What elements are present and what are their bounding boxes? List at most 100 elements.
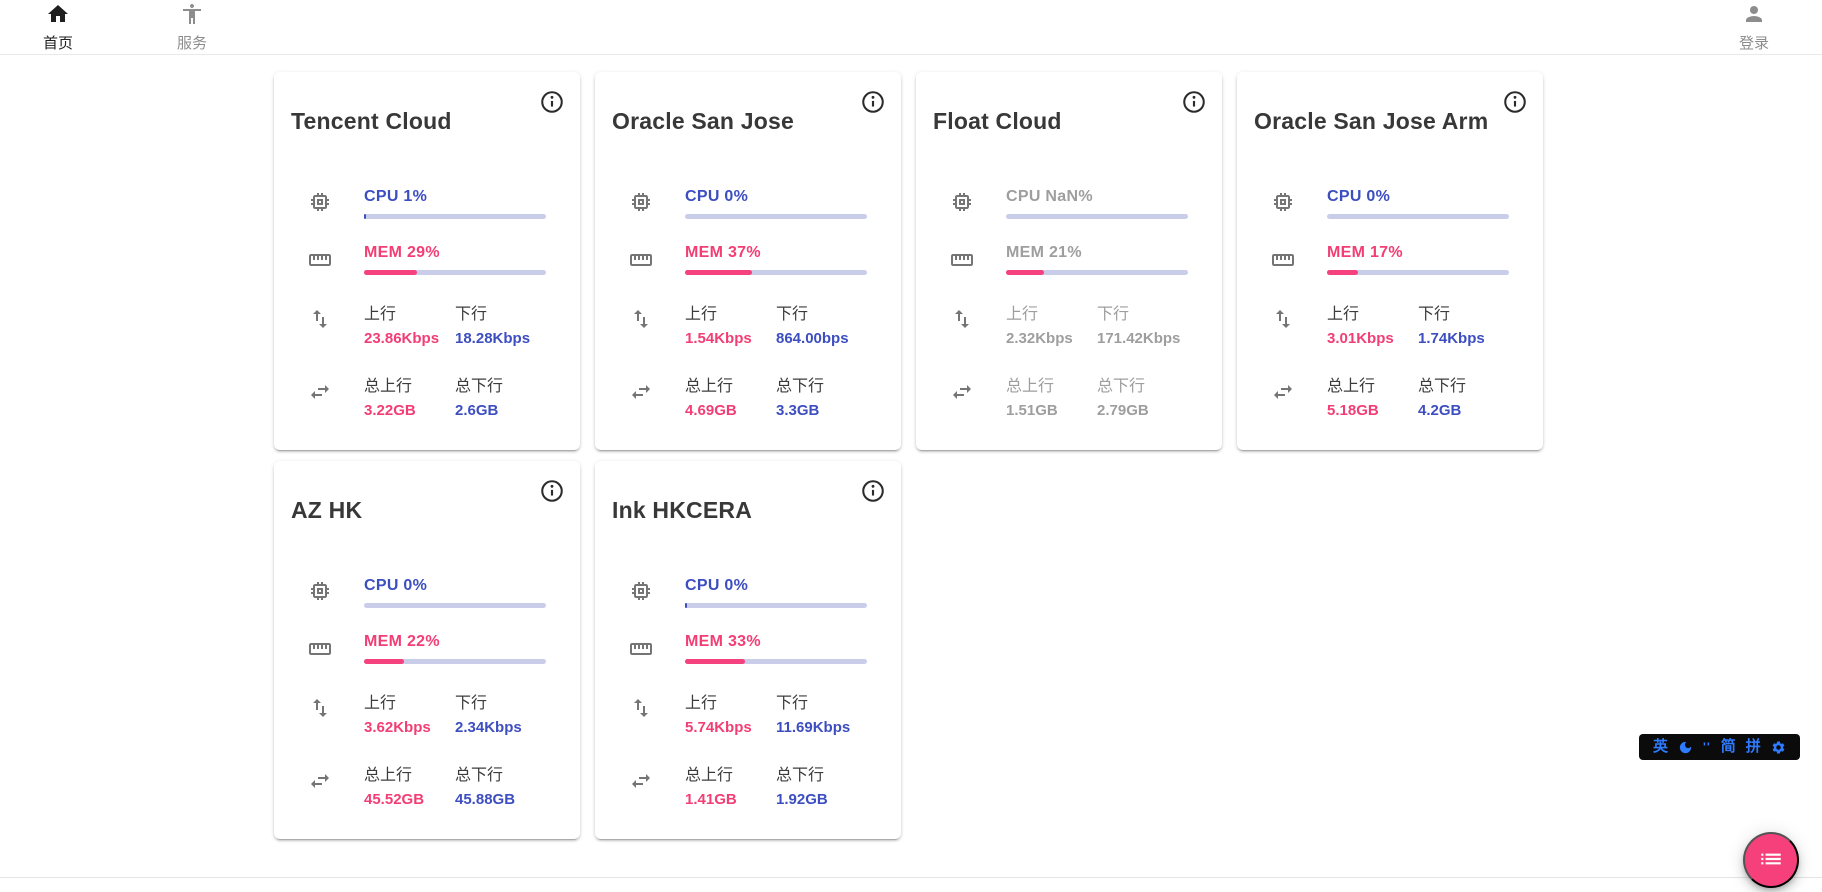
ime-punctuation-toggle[interactable]: '' bbox=[1703, 740, 1711, 754]
server-name: Tencent Cloud bbox=[291, 108, 452, 134]
download-label: 下行 bbox=[1418, 306, 1451, 323]
network-speed-row: 上行 3.62Kbps 下行 2.34Kbps bbox=[307, 689, 546, 736]
upload-speed-value: 1.54Kbps bbox=[685, 330, 752, 347]
server-card: Ink HKCERA CPU 0% MEM 33% bbox=[595, 461, 901, 839]
swap-horizontal-icon bbox=[1271, 380, 1295, 404]
server-list-fab[interactable] bbox=[1743, 832, 1799, 888]
cpu-progressbar bbox=[364, 603, 546, 608]
download-speed-value: 18.28Kbps bbox=[455, 330, 531, 347]
total-upload-block: 总上行 1.51GB bbox=[1006, 372, 1097, 419]
network-speed-row: 上行 5.74Kbps 下行 11.69Kbps bbox=[628, 689, 867, 736]
mem-progress-fill bbox=[685, 659, 746, 664]
total-download-label: 总下行 bbox=[776, 767, 825, 784]
network-speed-row: 上行 3.01Kbps 下行 1.74Kbps bbox=[1270, 300, 1509, 347]
info-icon[interactable] bbox=[539, 478, 565, 504]
swap-vertical-icon bbox=[308, 307, 332, 331]
mem-metric-row: MEM 21% bbox=[949, 244, 1188, 275]
cpu-progressbar bbox=[685, 214, 867, 219]
ime-toolbar: 英 '' 简 拼 bbox=[1639, 734, 1800, 760]
total-upload-value: 1.41GB bbox=[685, 791, 737, 808]
accessibility-icon bbox=[180, 2, 204, 31]
swap-horizontal-icon bbox=[629, 769, 653, 793]
total-traffic-row: 总上行 4.69GB 总下行 3.3GB bbox=[628, 372, 867, 419]
moon-icon[interactable] bbox=[1678, 740, 1693, 755]
cpu-progressbar bbox=[1327, 214, 1509, 219]
ruler-icon bbox=[629, 637, 653, 661]
nav-item-services[interactable]: 服务 bbox=[160, 0, 224, 55]
upload-speed-block: 上行 3.01Kbps bbox=[1327, 300, 1418, 347]
mem-usage-label: MEM 33% bbox=[685, 633, 761, 650]
chip-icon bbox=[950, 190, 974, 214]
network-speed-row: 上行 2.32Kbps 下行 171.42Kbps bbox=[949, 300, 1188, 347]
ruler-icon bbox=[950, 248, 974, 272]
mem-progressbar bbox=[685, 270, 867, 275]
ruler-icon bbox=[308, 248, 332, 272]
cpu-progressbar bbox=[1006, 214, 1188, 219]
swap-vertical-icon bbox=[950, 307, 974, 331]
cpu-usage-label: CPU 0% bbox=[364, 577, 428, 594]
total-download-block: 总下行 45.88GB bbox=[455, 761, 546, 808]
download-speed-block: 下行 1.74Kbps bbox=[1418, 300, 1509, 347]
download-speed-value: 171.42Kbps bbox=[1097, 330, 1181, 347]
server-card: Float Cloud CPU NaN% MEM 21% bbox=[916, 72, 1222, 450]
network-speed-row: 上行 1.54Kbps 下行 864.00bps bbox=[628, 300, 867, 347]
nav-item-home[interactable]: 首页 bbox=[26, 0, 90, 55]
mem-metric-row: MEM 33% bbox=[628, 633, 867, 664]
total-upload-label: 总上行 bbox=[1327, 378, 1376, 395]
ime-language-toggle[interactable]: 英 bbox=[1653, 738, 1669, 755]
cpu-metric-row: CPU 0% bbox=[628, 577, 867, 608]
server-name: Oracle San Jose Arm bbox=[1254, 108, 1489, 134]
chip-icon bbox=[308, 579, 332, 603]
total-traffic-row: 总上行 45.52GB 总下行 45.88GB bbox=[307, 761, 546, 808]
info-icon[interactable] bbox=[860, 478, 886, 504]
top-navigation: 首页 服务 登录 bbox=[0, 0, 1822, 55]
upload-speed-block: 上行 3.62Kbps bbox=[364, 689, 455, 736]
total-download-label: 总下行 bbox=[455, 767, 504, 784]
cpu-metric-row: CPU NaN% bbox=[949, 188, 1188, 219]
server-card: Tencent Cloud CPU 1% MEM 29% bbox=[274, 72, 580, 450]
mem-progressbar bbox=[364, 659, 546, 664]
total-upload-label: 总上行 bbox=[685, 767, 734, 784]
home-icon bbox=[46, 2, 70, 31]
total-download-block: 总下行 2.79GB bbox=[1097, 372, 1188, 419]
total-download-value: 2.79GB bbox=[1097, 402, 1149, 419]
upload-label: 上行 bbox=[685, 306, 718, 323]
mem-metric-row: MEM 29% bbox=[307, 244, 546, 275]
upload-label: 上行 bbox=[1327, 306, 1360, 323]
nav-services-label: 服务 bbox=[176, 34, 207, 52]
upload-label: 上行 bbox=[364, 695, 397, 712]
server-cards-grid: Tencent Cloud CPU 1% MEM 29% bbox=[274, 72, 1543, 839]
total-download-value: 1.92GB bbox=[776, 791, 828, 808]
info-icon[interactable] bbox=[539, 89, 565, 115]
download-speed-block: 下行 18.28Kbps bbox=[455, 300, 546, 347]
mem-progressbar bbox=[364, 270, 546, 275]
list-icon bbox=[1758, 846, 1784, 875]
nav-item-login[interactable]: 登录 bbox=[1722, 0, 1786, 55]
total-download-label: 总下行 bbox=[776, 378, 825, 395]
upload-speed-block: 上行 23.86Kbps bbox=[364, 300, 455, 347]
total-download-block: 总下行 4.2GB bbox=[1418, 372, 1509, 419]
info-icon[interactable] bbox=[1181, 89, 1207, 115]
total-download-value: 45.88GB bbox=[455, 791, 516, 808]
upload-speed-value: 3.62Kbps bbox=[364, 719, 431, 736]
info-icon[interactable] bbox=[860, 89, 886, 115]
gear-icon[interactable] bbox=[1771, 740, 1786, 755]
mem-usage-label: MEM 22% bbox=[364, 633, 440, 650]
mem-progress-fill bbox=[1006, 270, 1045, 275]
total-upload-value: 3.22GB bbox=[364, 402, 416, 419]
ime-pinyin-toggle[interactable]: 拼 bbox=[1745, 738, 1761, 755]
total-traffic-row: 总上行 5.18GB 总下行 4.2GB bbox=[1270, 372, 1509, 419]
server-card: AZ HK CPU 0% MEM 22% bbox=[274, 461, 580, 839]
total-upload-value: 45.52GB bbox=[364, 791, 425, 808]
upload-speed-block: 上行 1.54Kbps bbox=[685, 300, 776, 347]
cpu-metric-row: CPU 0% bbox=[1270, 188, 1509, 219]
download-speed-value: 1.74Kbps bbox=[1418, 330, 1485, 347]
upload-speed-value: 23.86Kbps bbox=[364, 330, 440, 347]
mem-progressbar bbox=[1006, 270, 1188, 275]
total-upload-block: 总上行 1.41GB bbox=[685, 761, 776, 808]
info-icon[interactable] bbox=[1502, 89, 1528, 115]
server-card: Oracle San Jose CPU 0% MEM 37% bbox=[595, 72, 901, 450]
total-download-value: 3.3GB bbox=[776, 402, 820, 419]
total-upload-block: 总上行 4.69GB bbox=[685, 372, 776, 419]
ime-simplified-toggle[interactable]: 简 bbox=[1720, 738, 1736, 755]
